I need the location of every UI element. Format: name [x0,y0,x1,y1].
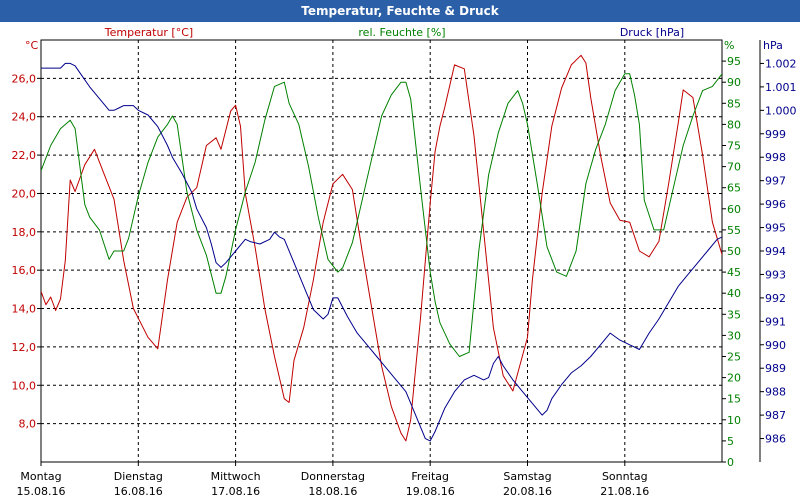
humidity-tick-label: 0 [727,456,734,469]
pressure-tick-label: 997 [765,175,786,188]
humidity-tick-label: 85 [727,97,741,110]
humidity-tick-label: 70 [727,161,741,174]
grid-lines [40,40,722,462]
pressure-tick-label: 992 [765,292,786,305]
pressure-tick-label: 989 [765,362,786,375]
temperature-axis-label: Temperatur [°C] [104,26,193,39]
pressure-tick-label: 993 [765,268,786,281]
temperature-tick-label: 8,0 [19,418,37,431]
humidity-tick-label: 5 [727,435,734,448]
x-tick-day: Mittwoch [211,470,261,483]
humidity-tick-label: 30 [727,329,741,342]
pressure-tick-label: 1.001 [765,81,797,94]
temperature-tick-label: 18,0 [12,226,37,239]
humidity-tick-label: 60 [727,203,741,216]
temperature-tick-label: 22,0 [12,149,37,162]
series-line-press [41,62,722,442]
pressure-tick-label: 995 [765,222,786,235]
x-tick-day: Montag [20,470,61,483]
chart-canvas: 8,010,012,014,016,018,020,022,024,026,0 … [12,26,797,498]
temperature-tick-label: 24,0 [12,111,37,124]
pressure-tick-label: 1.002 [765,57,797,70]
x-tick-date: 20.08.16 [503,485,552,498]
humidity-tick-label: 25 [727,351,741,364]
humidity-tick-label: 15 [727,393,741,406]
x-tick-day: Sonntag [602,470,648,483]
series-layer [41,54,722,442]
temperature-tick-label: 26,0 [12,72,37,85]
x-tick-date: 18.08.16 [308,485,357,498]
humidity-tick-label: 40 [727,287,741,300]
pressure-tick-label: 991 [765,315,786,328]
pressure-tick-label: 999 [765,128,786,141]
temperature-tick-label: 10,0 [12,379,37,392]
temperature-tick-label: 14,0 [12,303,37,316]
pressure-axis: 986 987 988 989 990 991 992 993 994 995 996 997 998 9… [759,40,797,462]
x-tick-date: 16.08.16 [114,485,163,498]
x-tick-day: Samstag [503,470,551,483]
chart-title: Temperatur, Feuchte & Druck [0,0,800,22]
humidity-tick-label: 10 [727,414,741,427]
pressure-tick-label: 990 [765,339,786,352]
x-tick-date: 15.08.16 [17,485,66,498]
pressure-tick-label: 1.000 [765,104,797,117]
humidity-tick-label: 90 [727,76,741,89]
humidity-tick-label: 75 [727,140,741,153]
humidity-tick-label: 65 [727,182,741,195]
pressure-tick-label: 987 [765,409,786,422]
x-tick-day: Donnerstag [301,470,365,483]
temperature-tick-label: 20,0 [12,187,37,200]
pressure-tick-label: 998 [765,151,786,164]
humidity-tick-label: 45 [727,266,741,279]
x-tick-date: 19.08.16 [406,485,455,498]
pressure-axis-label: Druck [hPa] [620,26,684,39]
temperature-axis: 8,0 10,0 12,0 14,0 16,0 18,0 20,0 22,0 24,0 26,0 [12,72,41,431]
x-tick-day: Freitag [411,470,449,483]
plot-frame [40,39,723,463]
temperature-tick-label: 16,0 [12,264,37,277]
pressure-tick-label: 994 [765,245,786,258]
humidity-tick-label: 20 [727,372,741,385]
humidity-tick-label: 35 [727,308,741,321]
x-tick-day: Dienstag [114,470,163,483]
humidity-tick-label: 80 [727,118,741,131]
series-line-temp [41,54,722,442]
humidity-axis-label: rel. Feuchte [%] [358,26,445,39]
series-line-hum [41,73,722,357]
pressure-tick-label: 986 [765,433,786,446]
humidity-unit: % [724,39,734,52]
pressure-tick-label: 988 [765,386,786,399]
humidity-tick-label: 95 [727,55,741,68]
pressure-tick-label: 996 [765,198,786,211]
pressure-unit: hPa [763,39,783,52]
humidity-tick-label: 55 [727,224,741,237]
x-axis-labels: Montag 15.08.16 Dienstag 16.08.16 Mittwoch 17… [17,462,649,498]
humidity-axis: 0 5 10 15 20 25 30 35 40 45 50 55 60 65 70 75 80 85 90 95 [722,55,741,469]
x-tick-date: 17.08.16 [211,485,260,498]
humidity-tick-label: 50 [727,245,741,258]
x-tick-date: 21.08.16 [600,485,649,498]
temperature-unit: °C [25,39,39,52]
temperature-tick-label: 12,0 [12,341,37,354]
